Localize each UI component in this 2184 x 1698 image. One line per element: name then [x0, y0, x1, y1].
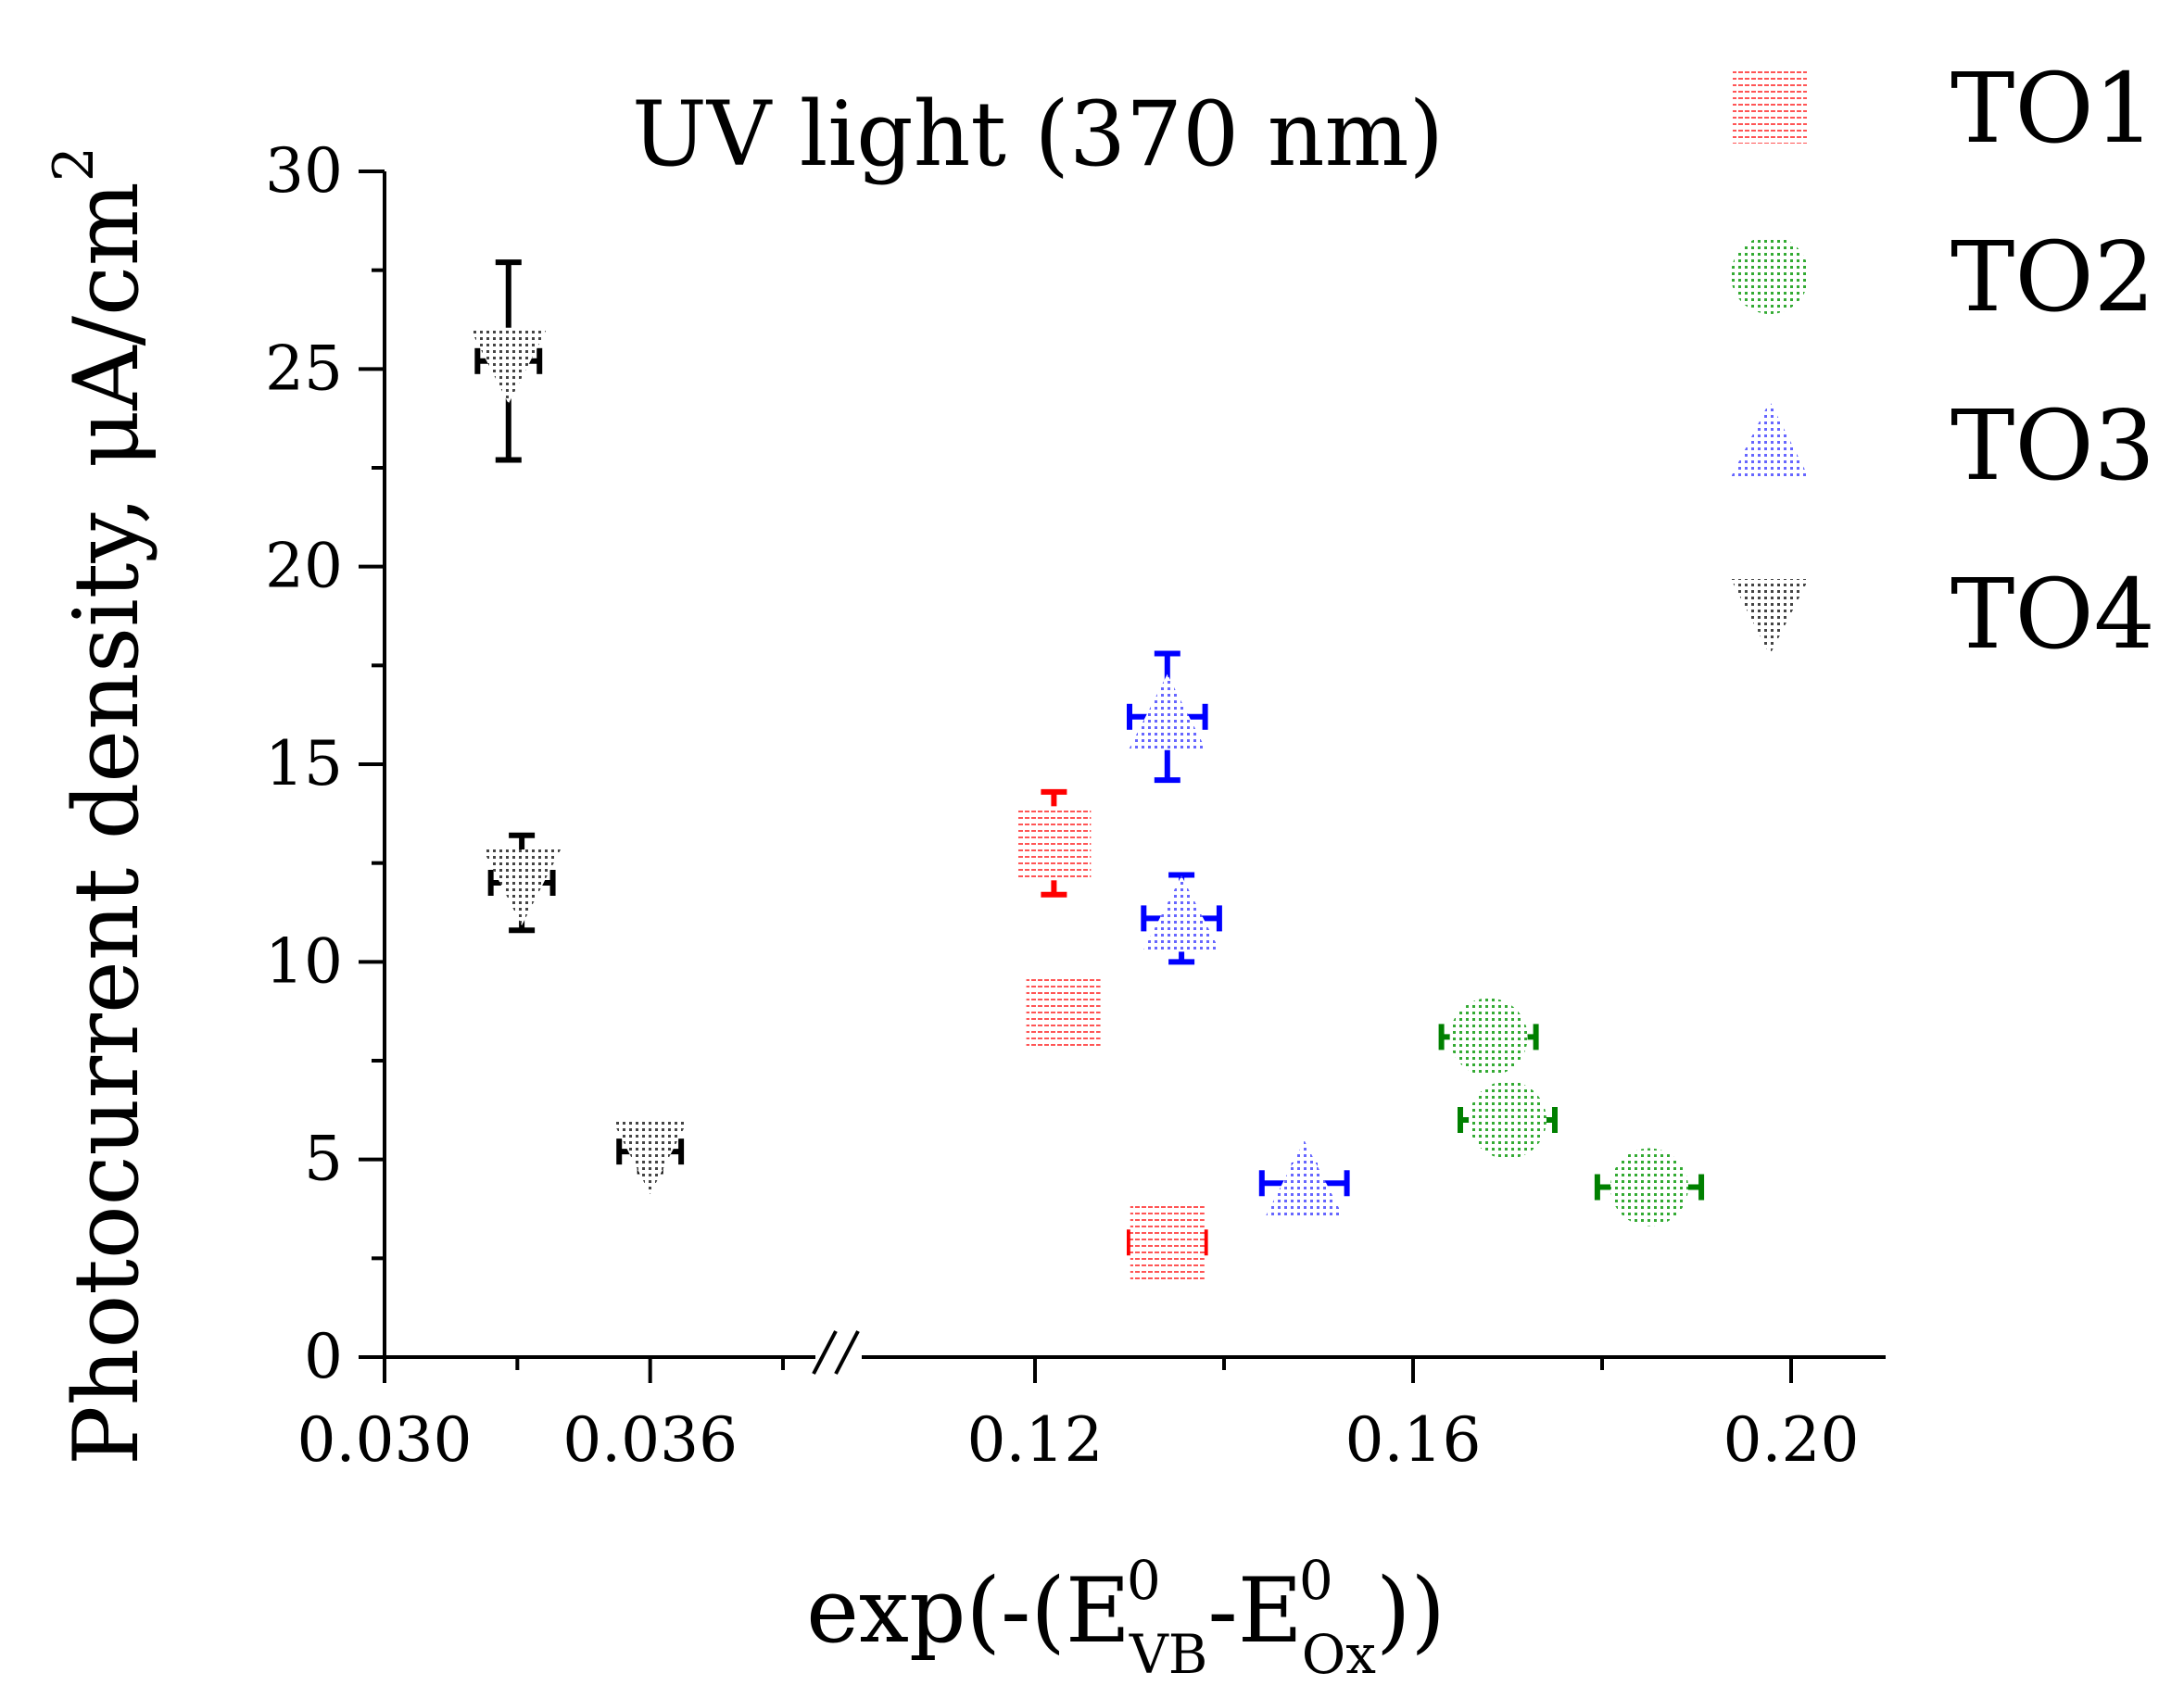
to2-marker: [1469, 1081, 1546, 1159]
to2-marker: [1610, 1148, 1688, 1226]
legend-to4-label: TO4: [1950, 558, 2155, 671]
to3-marker: [1142, 875, 1221, 952]
chart-title: UV light (370 nm): [632, 82, 1444, 186]
y-tick-label: 20: [265, 531, 343, 602]
y-tick-label: 25: [265, 333, 343, 404]
to3-marker: [1265, 1140, 1344, 1217]
to3-marker: [1128, 673, 1206, 750]
to1-marker: [1026, 975, 1101, 1050]
axes: 0 5 10 15 20 25 30 0.030 0.036 0.12 0.16 0.20: [265, 135, 1886, 1476]
to4-marker: [611, 1118, 689, 1195]
axis-break-mark: [812, 1330, 838, 1375]
y-axis-title: Photocurrent density, μA/cm2: [42, 146, 158, 1465]
legend-to4-marker: [1731, 579, 1809, 655]
legend-to2-marker: [1731, 236, 1809, 314]
to4-marker: [469, 327, 548, 404]
x-axis-title: exp(-(E0 VB-E0 Ox)): [806, 1549, 1445, 1686]
to1-marker: [1130, 1205, 1205, 1280]
y-tick-label: 30: [265, 135, 343, 207]
x-tick-label: 0.12: [967, 1404, 1104, 1476]
y-axis-title-main: Photocurrent density, μA/cm: [55, 182, 158, 1465]
y-tick-label: 5: [304, 1124, 343, 1195]
y-tick-label: 10: [265, 925, 343, 997]
to2-marker: [1449, 998, 1528, 1076]
x-tick-label: 0.20: [1723, 1404, 1860, 1476]
legend-to3-label: TO3: [1950, 389, 2155, 502]
axis-break-mark: [834, 1330, 860, 1375]
x-tick-label: 0.030: [297, 1404, 473, 1476]
legend-to1-marker: [1733, 69, 1807, 144]
legend: TO1 TO2 TO3 TO4: [1731, 52, 2155, 671]
to1-marker: [1016, 806, 1092, 881]
legend-to1-label: TO1: [1950, 52, 2155, 165]
data-markers: [469, 327, 1688, 1280]
y-tick-label: 15: [265, 728, 343, 799]
to4-marker: [483, 849, 562, 925]
legend-to2-label: TO2: [1950, 220, 2155, 333]
y-axis-title-sup: 2: [42, 146, 107, 182]
y-tick-label: 0: [304, 1321, 343, 1392]
x-tick-label: 0.036: [562, 1404, 738, 1476]
legend-to3-marker: [1731, 401, 1809, 477]
x-tick-label: 0.16: [1345, 1404, 1482, 1476]
